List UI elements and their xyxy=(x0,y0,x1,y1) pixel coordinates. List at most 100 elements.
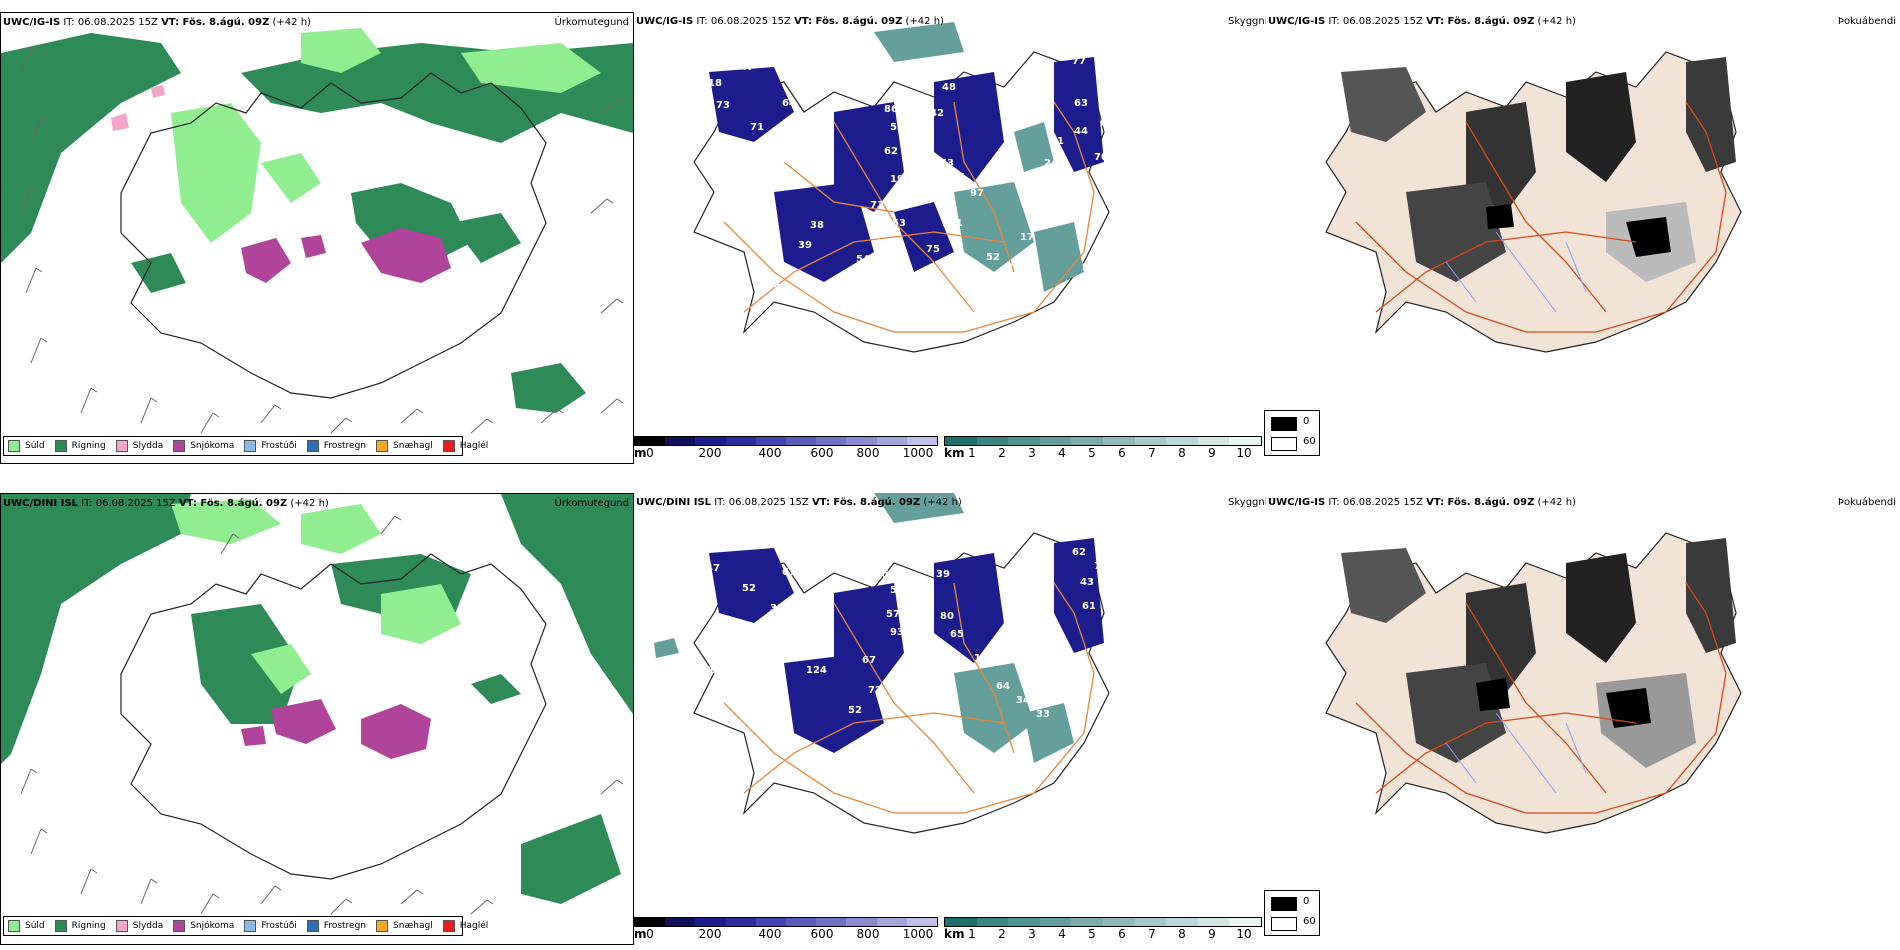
legend-item: Haglél xyxy=(442,440,488,452)
ceiling-label: 9 xyxy=(1122,202,1129,213)
ceiling-label: 65 xyxy=(950,629,964,640)
ceiling-ticks: 0 200 400 600 800 1000 xyxy=(634,927,938,941)
visibility-unit: km xyxy=(944,446,965,460)
ceiling-label: 103 xyxy=(716,44,737,55)
fog-shading xyxy=(1341,538,1736,768)
cloud-map-title-1: UWC/IG-IS IT: 06.08.2025 15Z VT: Fös. 8.… xyxy=(636,16,944,27)
ceiling-label: 61 xyxy=(1082,601,1096,612)
ceiling-label: 42 xyxy=(930,108,944,119)
fog-legend-label: 60 xyxy=(1303,916,1316,927)
tick-label: 10 xyxy=(1236,446,1252,460)
drizzle-areas xyxy=(171,499,461,694)
fog-index-map-panel-1: UWC/IG-IS IT: 06.08.2025 15Z VT: Fös. 8.… xyxy=(1266,12,1900,464)
fog-swatch xyxy=(1271,897,1297,911)
visibility-scale-1: 1 2 3 4 5 6 7 8 9 10 km xyxy=(944,436,1262,460)
ceiling-label: 97 xyxy=(1038,613,1052,624)
ceiling-label: 63 xyxy=(940,158,954,169)
tick-label: 600 xyxy=(810,446,834,460)
ceiling-blobs xyxy=(709,538,1104,753)
snow-areas xyxy=(241,228,451,283)
ceiling-label: 51 xyxy=(902,106,916,117)
ceiling-label: 71 xyxy=(750,122,764,133)
ceiling-label: 57 xyxy=(886,609,900,620)
tick-label: 5 xyxy=(1088,927,1096,941)
ceiling-label: 58 xyxy=(882,569,896,580)
ceiling-visibility-map-2: 92 59 39 47 52 67 33 80 58 53 39 57 62 8… xyxy=(654,493,1149,834)
cloud-ceiling-map-panel-2: 92 59 39 47 52 67 33 80 58 53 39 57 62 8… xyxy=(634,493,1268,945)
legend-item: Frostregn xyxy=(306,440,366,452)
ceiling-label: 101 xyxy=(942,218,963,229)
rivers xyxy=(1445,712,1587,794)
ceiling-label: 80 xyxy=(708,621,722,632)
ceiling-label: 50 xyxy=(1026,549,1040,560)
ceiling-label: 53 xyxy=(1030,100,1044,111)
precip-type-legend-2: Súld Rigning Slydda Snjókoma Frostúði Fr… xyxy=(3,916,488,936)
tick-label: 8 xyxy=(1178,927,1186,941)
ceiling-label: 67 xyxy=(862,655,876,666)
fog-legend-label: 0 xyxy=(1303,416,1310,427)
ceiling-label: 18 xyxy=(708,78,722,89)
ceiling-label: 102 xyxy=(922,168,943,179)
tick-label: 0 xyxy=(646,446,654,460)
visibility-colorbar xyxy=(944,917,1262,927)
legend-swatch xyxy=(54,440,67,452)
legend-item: Slydda xyxy=(115,440,163,452)
ceiling-label: 44 xyxy=(1074,126,1088,137)
wind-barbs xyxy=(20,515,624,915)
ceiling-label: 52 xyxy=(742,583,756,594)
ceiling-label: 133 xyxy=(974,653,995,664)
precip-map-1 xyxy=(1,28,633,434)
tick-label: 200 xyxy=(698,927,722,941)
fog-map-1 xyxy=(1325,51,1742,353)
ceiling-label: 97 xyxy=(970,188,984,199)
ceiling-label: 64 xyxy=(782,98,796,109)
ceiling-label: 79 xyxy=(694,82,708,93)
precip-type-label-2: Úrkomutegund xyxy=(554,498,629,509)
fog-map-2 xyxy=(1325,532,1742,834)
tick-label: 1 xyxy=(968,446,976,460)
ceiling-colorbar xyxy=(634,917,938,927)
ceiling-label: 64 xyxy=(996,681,1010,692)
legend-swatch xyxy=(115,440,128,452)
legend-item: Snæhagl xyxy=(376,920,433,932)
ceiling-label: 18 xyxy=(708,665,722,676)
legend-item: Frostúði xyxy=(244,440,297,452)
tick-label: 3 xyxy=(1028,446,1036,460)
ceiling-label: 17 xyxy=(1020,232,1034,243)
precip-map-title-1: UWC/IG-IS IT: 06.08.2025 15Z VT: Fös. 8.… xyxy=(3,17,311,28)
legend-item: Súld xyxy=(8,440,45,452)
rain-areas xyxy=(1,494,633,904)
ceiling-label: 62 xyxy=(884,146,898,157)
tick-label: 5 xyxy=(1088,446,1096,460)
tick-label: 7 xyxy=(1148,927,1156,941)
ceiling-label: 96 xyxy=(1100,184,1114,195)
fog-swatch xyxy=(1271,417,1297,431)
tick-label: 7 xyxy=(1148,446,1156,460)
ceiling-blobs xyxy=(709,57,1104,282)
sleet-areas xyxy=(111,85,165,131)
precip-map-2 xyxy=(1,494,633,915)
fog-swatch xyxy=(1271,437,1297,451)
ceiling-label: 87 xyxy=(820,647,834,658)
ceiling-label: 64 xyxy=(1100,118,1114,129)
ceiling-label: 55 xyxy=(878,238,892,249)
legend-item: Snjókoma xyxy=(173,440,234,452)
iceland-coastline xyxy=(120,553,547,880)
ceiling-label: 52 xyxy=(986,252,1000,263)
ceiling-label: 73 xyxy=(716,100,730,111)
ceiling-label: 53 xyxy=(890,585,904,596)
fog-legend-1: 0 60 xyxy=(1264,410,1320,456)
tick-label: 400 xyxy=(758,927,782,941)
visibility-ticks: 1 2 3 4 5 6 7 8 9 10 xyxy=(944,927,1262,941)
visibility-ticks: 1 2 3 4 5 6 7 8 9 10 xyxy=(944,446,1262,460)
tick-label: 400 xyxy=(758,446,782,460)
tick-label: 9 xyxy=(1208,446,1216,460)
ceiling-ticks: 0 200 400 600 800 1000 xyxy=(634,446,938,460)
ceiling-label: 86 xyxy=(884,104,898,115)
ceiling-label: 77 xyxy=(1072,56,1086,67)
fog-map-title-2: UWC/IG-IS IT: 06.08.2025 15Z VT: Fös. 8.… xyxy=(1268,497,1576,508)
ceiling-label: 71 xyxy=(1094,561,1108,572)
ceiling-label: 16 xyxy=(1032,178,1046,189)
ceiling-label: 52 xyxy=(848,705,862,716)
ceiling-label: 0 xyxy=(1112,677,1119,688)
